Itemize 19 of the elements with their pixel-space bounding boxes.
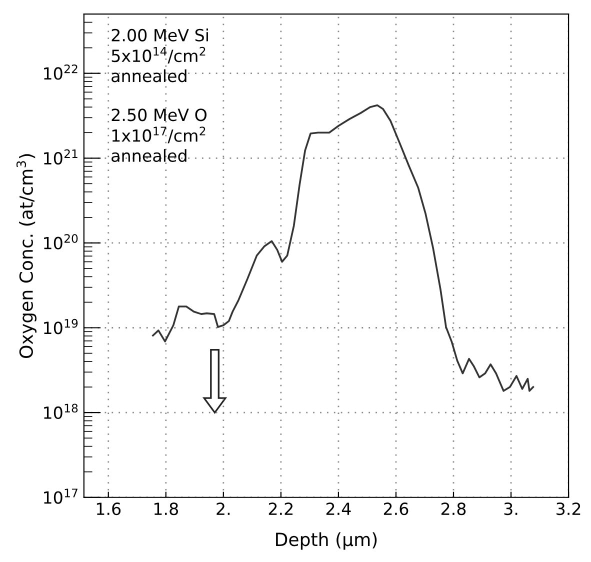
y-tick-label: 10$^{21}$ <box>44 149 78 165</box>
x-axis-title: Depth (μm) <box>276 532 377 550</box>
x-tick-label: 3. <box>504 502 518 516</box>
x-tick-label: 2. <box>216 502 230 515</box>
y-tick-label: 10$^{22}$ <box>44 64 78 80</box>
x-tick-label: 2.8 <box>441 502 466 516</box>
text: 2.50 MeV O 1x10$^{17}$/cm$^{2}$ annealed <box>112 108 206 162</box>
y-tick-label: 10$^{19}$ <box>44 318 78 334</box>
x-tick-label: 1.6 <box>96 502 121 516</box>
y-tick-label: 10$^{17}$ <box>44 488 78 504</box>
y-tick-label: 10$^{18}$ <box>44 404 78 420</box>
x-tick-label: 2.4 <box>326 502 351 515</box>
y-tick-label: 10$^{20}$ <box>44 234 78 250</box>
x-tick-label: 2.2 <box>268 502 293 515</box>
y-axis-title: Oxygen Conc. (at/cm$^{3}$) <box>16 154 36 358</box>
x-tick-label: 1.8 <box>154 502 178 516</box>
text: 2.00 MeV Si 5x10$^{14}$/cm$^{2}$ annealed <box>112 28 208 82</box>
x-tick-label: 3.2 <box>556 502 580 516</box>
x-tick-label: 2.6 <box>384 502 408 516</box>
